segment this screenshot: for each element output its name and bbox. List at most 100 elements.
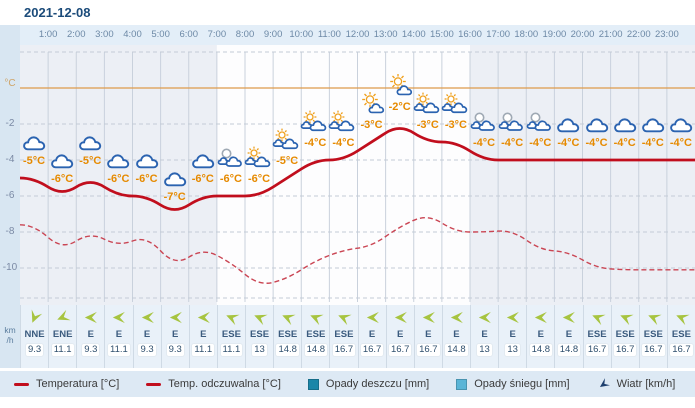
wind-cell: E 14.8 — [441, 305, 470, 368]
chart-plot-area: -5°C -6°C -5°C -6°C -6°C -7°C -6°C -6°C -6°C -5°C… — [20, 45, 695, 305]
wind-cell: ESE 11.1 — [216, 305, 245, 368]
wind-speed-value: 11.1 — [191, 343, 216, 357]
wind-arrow-icon — [394, 311, 407, 324]
wind-cell: E 13 — [498, 305, 526, 368]
temp-tick-label: -8 — [5, 226, 15, 237]
wind-direction-label: E — [481, 329, 488, 340]
wind-direction-label: E — [200, 329, 207, 340]
legend-item: Opady deszczu [mm] — [307, 378, 429, 390]
hour-column: -4°C — [611, 45, 639, 305]
temperature-label: -6°C — [51, 173, 74, 185]
wind-direction-label: E — [509, 329, 516, 340]
hour-label: 1:00 — [38, 29, 58, 40]
wind-speed-value: 14.8 — [556, 343, 582, 357]
temperature-label: -6°C — [135, 173, 158, 185]
wind-direction-label: ESE — [615, 329, 635, 340]
wind-direction-label: ESE — [250, 329, 270, 340]
wind-arrow-icon — [366, 311, 379, 324]
temperature-label: -6°C — [219, 173, 242, 185]
hour-column: -4°C — [329, 45, 357, 305]
wind-arrow-icon — [254, 314, 268, 326]
wind-speed-value: 16.7 — [416, 343, 441, 357]
wind-table: NNE 9.3 ENE 11.1 E 9.3 E 11.1 E 9.3 E 9.3 E 11.1 ESE 11… — [20, 305, 695, 368]
legend-square-swatch — [456, 378, 468, 390]
hour-column: -6°C — [244, 45, 274, 305]
cloud-icon — [162, 169, 187, 192]
wind-cell: E 16.7 — [413, 305, 442, 368]
hour-column: -4°C — [583, 45, 611, 305]
wind-direction-label: ENE — [52, 329, 73, 340]
sun-cloud-icon — [300, 110, 330, 138]
sun-cloud-icon — [244, 146, 274, 174]
wind-speed-value: 11.1 — [50, 343, 75, 357]
hour-column: -4°C — [526, 45, 554, 305]
wind-arrow-icon — [310, 314, 324, 326]
hour-label: 20:00 — [570, 29, 595, 40]
wind-cell: E 16.7 — [357, 305, 386, 368]
moon-cloud-icon — [498, 111, 526, 138]
hour-label: 12:00 — [345, 29, 370, 40]
temperature-label: -3°C — [444, 119, 467, 131]
temperature-label: -4°C — [473, 137, 496, 149]
wind-direction-label: E — [565, 329, 573, 340]
temperature-label: -5°C — [276, 155, 299, 167]
cloud-icon — [668, 115, 693, 138]
wind-cell: ESE 16.7 — [329, 305, 357, 368]
wind-speed-value: 9.3 — [24, 343, 45, 357]
wind-arrow-icon — [282, 314, 296, 326]
hour-label: 2:00 — [67, 29, 86, 40]
temp-unit-label: °C — [4, 78, 16, 89]
wind-arrow-icon — [226, 314, 240, 326]
temperature-label: -4°C — [641, 137, 664, 149]
hour-label: 16:00 — [458, 29, 482, 40]
wind-arrow-icon — [31, 309, 43, 323]
legend-item: Temperatura [°C] — [14, 378, 119, 390]
wind-speed-value: 13 — [476, 343, 493, 357]
legend-label: Wiatr [km/h] — [616, 378, 676, 390]
hour-column: -3°C — [413, 45, 442, 305]
sunny-cloud-icon — [358, 91, 386, 120]
wind-direction-label: E — [397, 329, 404, 340]
wind-speed-value: 14.8 — [528, 343, 554, 357]
wind-direction-label: NNE — [24, 329, 45, 340]
hour-label: 10:00 — [289, 29, 314, 40]
hour-label: 4:00 — [123, 29, 142, 40]
legend-label: Temp. odczuwalna [°C] — [168, 378, 281, 390]
wind-cell: E 9.3 — [76, 305, 104, 368]
wind-cell: E 16.7 — [385, 305, 414, 368]
temp-tick-label: -4 — [5, 154, 15, 165]
chart-grid — [20, 45, 695, 305]
wind-speed-value: 16.7 — [584, 343, 610, 357]
wind-cell: E 14.8 — [526, 305, 554, 368]
hour-column: -6°C — [133, 45, 161, 305]
temperature-label: -4°C — [332, 137, 355, 149]
wind-cell: E 9.3 — [160, 305, 189, 368]
legend-item: Opady śniegu [mm] — [456, 378, 570, 390]
hour-column: -6°C — [189, 45, 217, 305]
wind-direction-label: ESE — [278, 329, 298, 340]
hour-column: -4°C — [667, 45, 695, 305]
hour-column: -4°C — [470, 45, 498, 305]
hour-column: -4°C — [639, 45, 667, 305]
wind-speed-value: 16.7 — [612, 343, 638, 357]
wind-arrow-icon — [563, 311, 576, 324]
wind-arrow-icon — [535, 311, 548, 324]
hour-label: 13:00 — [373, 29, 398, 40]
legend-line-swatch — [14, 382, 29, 386]
wind-speed-value: 16.7 — [387, 343, 413, 357]
wind-speed-value: 14.8 — [303, 343, 329, 357]
wind-arrow-icon — [619, 314, 634, 326]
sun-cloud-icon — [441, 92, 471, 120]
wind-speed-value: 16.7 — [641, 343, 666, 357]
temperature-label: -6°C — [191, 173, 214, 185]
temperature-label: -4°C — [557, 137, 580, 149]
wind-arrow-icon — [591, 314, 606, 326]
sun-cloud-icon — [272, 128, 302, 156]
temperature-label: -4°C — [585, 137, 608, 149]
wind-cell: ENE 11.1 — [48, 305, 76, 368]
wind-direction-label: E — [368, 329, 376, 340]
hour-column: -5°C — [272, 45, 302, 305]
cloud-icon — [190, 151, 215, 174]
wind-arrow-icon — [422, 311, 435, 324]
wind-direction-label: ESE — [671, 329, 691, 340]
